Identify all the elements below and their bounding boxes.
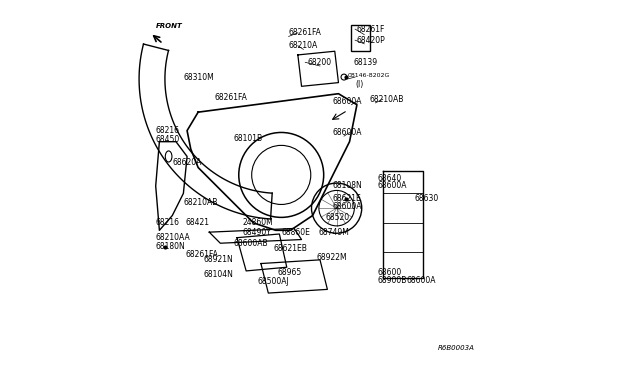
Text: 68749M: 68749M (318, 228, 349, 237)
Text: 68600A: 68600A (333, 97, 362, 106)
Text: 68600A: 68600A (407, 276, 436, 285)
Text: 68965: 68965 (278, 268, 302, 277)
Text: 68621E: 68621E (333, 195, 362, 203)
Text: 68108N: 68108N (333, 182, 363, 190)
Text: 68600A: 68600A (377, 182, 407, 190)
Text: 68139: 68139 (353, 58, 378, 67)
Text: R6B0003A: R6B0003A (438, 346, 475, 352)
Text: 68860E: 68860E (281, 228, 310, 237)
Text: 68600AB: 68600AB (233, 239, 268, 248)
Text: 68216: 68216 (156, 126, 180, 135)
Text: 68210AA: 68210AA (156, 233, 191, 242)
Text: 68310M: 68310M (184, 73, 214, 81)
Text: 68261FA: 68261FA (215, 93, 248, 102)
Text: 68261F: 68261F (357, 25, 385, 33)
Text: 68261FA: 68261FA (185, 250, 218, 259)
Text: 68210A: 68210A (289, 41, 318, 50)
Text: 68200: 68200 (307, 58, 332, 67)
Text: 68261FA: 68261FA (289, 28, 321, 37)
Text: 68600A: 68600A (333, 202, 362, 211)
Text: 68600: 68600 (377, 268, 401, 277)
Text: FRONT: FRONT (156, 23, 182, 29)
Text: 08146-8202G: 08146-8202G (348, 73, 390, 78)
Text: 68900B: 68900B (377, 276, 406, 285)
Text: 68921N: 68921N (204, 255, 234, 264)
Text: 68101B: 68101B (233, 134, 262, 142)
Text: 68210AB: 68210AB (370, 95, 404, 104)
Text: 68420P: 68420P (357, 36, 386, 45)
Text: 68104N: 68104N (204, 270, 234, 279)
Text: 68210AB: 68210AB (184, 198, 218, 207)
Text: 68640: 68640 (377, 174, 401, 183)
Text: 68421: 68421 (185, 218, 209, 227)
Text: 68490Y: 68490Y (243, 228, 271, 237)
Text: 68216: 68216 (156, 218, 180, 227)
Text: 68450: 68450 (156, 135, 180, 144)
Text: 68630: 68630 (414, 195, 438, 203)
Text: 68922M: 68922M (316, 253, 347, 263)
Text: 68520: 68520 (326, 213, 349, 222)
Text: 68500AJ: 68500AJ (257, 278, 289, 286)
Text: (I): (I) (355, 80, 364, 89)
Text: 68180N: 68180N (156, 243, 186, 251)
Text: 68600A: 68600A (333, 128, 362, 137)
Text: 24860M: 24860M (243, 218, 273, 227)
Text: 68621EB: 68621EB (274, 244, 308, 253)
Text: 68620A: 68620A (172, 157, 202, 167)
